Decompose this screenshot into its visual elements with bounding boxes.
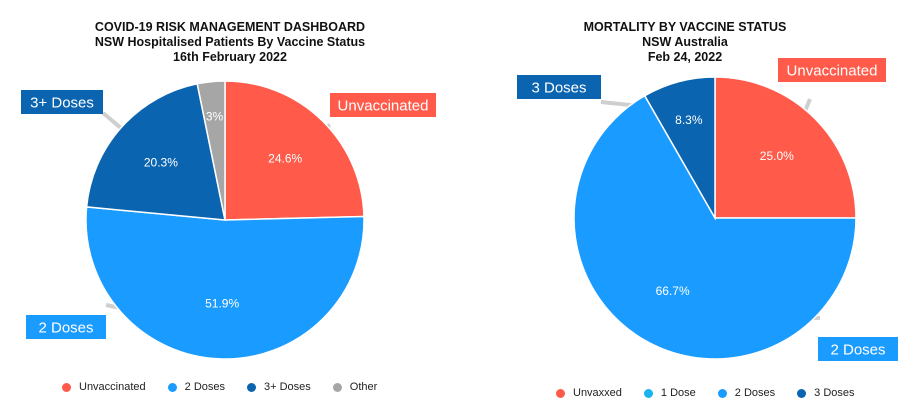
pie-slices	[85, 80, 365, 360]
data-label-2-doses: 51.9%	[205, 296, 239, 310]
legend-item-1-dose[interactable]: 1 Dose	[643, 387, 696, 399]
legend-swatch	[717, 388, 727, 398]
legend-label: Unvaccinated	[79, 381, 146, 393]
legend-item-unvaccinated[interactable]: Unvaccinated	[62, 381, 146, 393]
legend-swatch	[167, 382, 177, 392]
legend-swatch	[556, 388, 565, 398]
chart-subtitle: NSW Hospitalised Patients By Vaccine Sta…	[94, 35, 366, 49]
pie-slice-3-doses	[643, 76, 716, 221]
legend-label: 2 Doses	[184, 381, 226, 393]
callout-label-unvaccinated: Unvaccinated	[787, 63, 878, 80]
callout-label-3-doses: 3 Doses	[531, 80, 586, 97]
mortality-pie: 25.0% 66.7% 8.3% Unvaccinated 2 Doses 3 Doses	[517, 58, 898, 361]
callout-box-3-doses	[517, 75, 601, 99]
data-label-3-doses: 20.3%	[144, 155, 178, 169]
pie-slice-unvaccinated	[224, 80, 365, 221]
legend-label: 1 Dose	[660, 387, 696, 399]
legend-swatch	[247, 382, 257, 392]
chart-title: COVID-19 RISK MANAGEMENT DASHBOARD	[94, 20, 366, 34]
chart-subtitle: NSW Australia	[642, 35, 728, 49]
data-labels: 25.0% 66.7% 8.3%	[656, 113, 795, 298]
legend-label: 3+ Doses	[264, 381, 311, 393]
data-label-unvaccinated: 24.6%	[268, 151, 302, 165]
data-label-other: 3%	[206, 109, 224, 123]
chart-date: Feb 24, 2022	[647, 50, 723, 64]
legend-item-2-doses[interactable]: 2 Doses	[717, 387, 776, 399]
callout-box-2-doses	[26, 315, 106, 339]
pie-slices	[573, 76, 857, 360]
legend-swatch	[643, 388, 653, 398]
hospitalised-chart: COVID-19 RISK MANAGEMENT DASHBOARD NSW H…	[0, 20, 460, 393]
callout-labels: Unvaccinated 2 Doses 3+ Doses	[21, 90, 436, 339]
legend-item-unvaxxed[interactable]: Unvaxxed	[556, 387, 622, 399]
callout-box-unvaccinated	[778, 58, 886, 82]
callout-label-3-doses: 3+ Doses	[30, 95, 94, 112]
data-label-2-doses: 66.7%	[656, 284, 690, 298]
mortality-chart-title-block: MORTALITY BY VACCINE STATUS NSW Australi…	[455, 20, 915, 65]
pie-slice-2-doses	[573, 94, 857, 360]
callout-label-2-doses: 2 Doses	[38, 320, 93, 337]
data-label-unvaxxed: 25.0%	[760, 149, 794, 163]
callout-label-2-doses: 2 Doses	[830, 342, 885, 359]
legend-swatch	[62, 382, 71, 392]
pie-slice-3-doses	[85, 82, 226, 221]
callout-label-unvaccinated: Unvaccinated	[338, 98, 429, 115]
pie-slice-unvaxxed	[714, 76, 857, 219]
callout-box-2-doses	[818, 337, 898, 361]
legend-swatch	[797, 388, 807, 398]
legend-item-other[interactable]: Other	[332, 381, 378, 393]
pie-slice-other	[196, 80, 226, 221]
legend-label: 3 Doses	[814, 387, 855, 399]
data-labels: 24.6% 51.9% 20.3% 3%	[144, 109, 303, 310]
callout-box-3-doses	[21, 90, 103, 114]
legend-label: Unvaxxed	[573, 387, 622, 399]
chart-date: 16th February 2022	[173, 50, 287, 64]
hospitalised-pie: 24.6% 51.9% 20.3% 3% Unvaccinated 2 Doses 3+ D…	[21, 80, 436, 360]
legend-item-3-doses[interactable]: 3 Doses	[797, 387, 855, 399]
hospitalised-chart-title-block: COVID-19 RISK MANAGEMENT DASHBOARD NSW H…	[0, 20, 460, 65]
pie-slice-2-doses	[85, 206, 365, 360]
callout-box-unvaccinated	[330, 93, 436, 117]
callout-labels: Unvaccinated 2 Doses 3 Doses	[517, 58, 898, 361]
mortality-chart: MORTALITY BY VACCINE STATUS NSW Australi…	[460, 0, 920, 415]
legend-item-3-doses[interactable]: 3+ Doses	[247, 381, 311, 393]
mortality-legend: Unvaxxed 1 Dose 2 Doses 3 Doses	[556, 387, 877, 399]
hospitalised-legend: Unvaccinated 2 Doses 3+ Doses Other	[62, 381, 399, 393]
chart-title: MORTALITY BY VACCINE STATUS	[583, 20, 787, 34]
legend-label: 2 Doses	[734, 387, 776, 399]
legend-swatch	[332, 382, 342, 392]
legend-item-2-doses[interactable]: 2 Doses	[167, 381, 226, 393]
legend-label: Other	[349, 381, 378, 393]
data-label-3-doses: 8.3%	[675, 113, 703, 127]
